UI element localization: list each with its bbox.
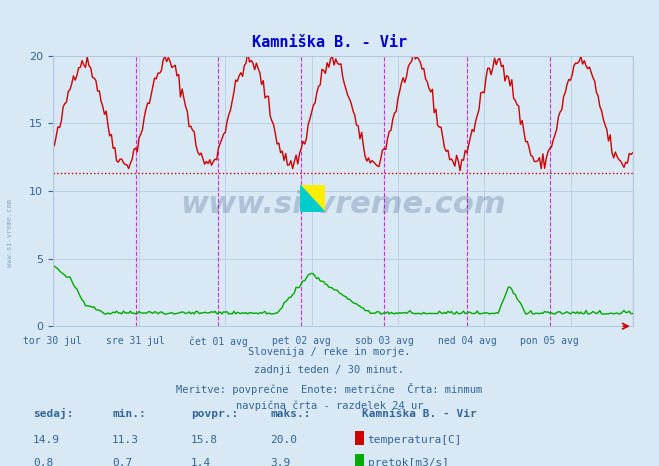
- Text: Kamniška B. - Vir: Kamniška B. - Vir: [362, 409, 477, 419]
- Text: sre 31 jul: sre 31 jul: [106, 336, 165, 346]
- Text: Kamniška B. - Vir: Kamniška B. - Vir: [252, 35, 407, 50]
- Text: tor 30 jul: tor 30 jul: [23, 336, 82, 346]
- Text: temperatura[C]: temperatura[C]: [368, 435, 462, 445]
- Text: 0.8: 0.8: [33, 458, 53, 466]
- Polygon shape: [300, 185, 325, 212]
- Text: min.:: min.:: [112, 409, 146, 419]
- Text: sedaj:: sedaj:: [33, 408, 73, 419]
- Text: povpr.:: povpr.:: [191, 409, 239, 419]
- Text: Meritve: povprečne  Enote: metrične  Črta: minmum: Meritve: povprečne Enote: metrične Črta:…: [177, 383, 482, 395]
- Text: 15.8: 15.8: [191, 435, 218, 445]
- Text: 0.7: 0.7: [112, 458, 132, 466]
- Text: navpična črta - razdelek 24 ur: navpična črta - razdelek 24 ur: [236, 400, 423, 411]
- Text: pretok[m3/s]: pretok[m3/s]: [368, 458, 449, 466]
- Text: www.si-vreme.com: www.si-vreme.com: [7, 199, 13, 267]
- Text: ned 04 avg: ned 04 avg: [438, 336, 496, 346]
- Text: Slovenija / reke in morje.: Slovenija / reke in morje.: [248, 347, 411, 357]
- Text: www.si-vreme.com: www.si-vreme.com: [180, 190, 505, 219]
- Text: 11.3: 11.3: [112, 435, 139, 445]
- Text: maks.:: maks.:: [270, 409, 310, 419]
- Text: zadnji teden / 30 minut.: zadnji teden / 30 minut.: [254, 365, 405, 375]
- Polygon shape: [300, 185, 325, 212]
- Text: 1.4: 1.4: [191, 458, 212, 466]
- Text: 14.9: 14.9: [33, 435, 60, 445]
- Text: 20.0: 20.0: [270, 435, 297, 445]
- Text: pon 05 avg: pon 05 avg: [521, 336, 579, 346]
- Text: pet 02 avg: pet 02 avg: [272, 336, 331, 346]
- Text: 3.9: 3.9: [270, 458, 291, 466]
- Text: sob 03 avg: sob 03 avg: [355, 336, 413, 346]
- Text: čet 01 avg: čet 01 avg: [189, 336, 248, 347]
